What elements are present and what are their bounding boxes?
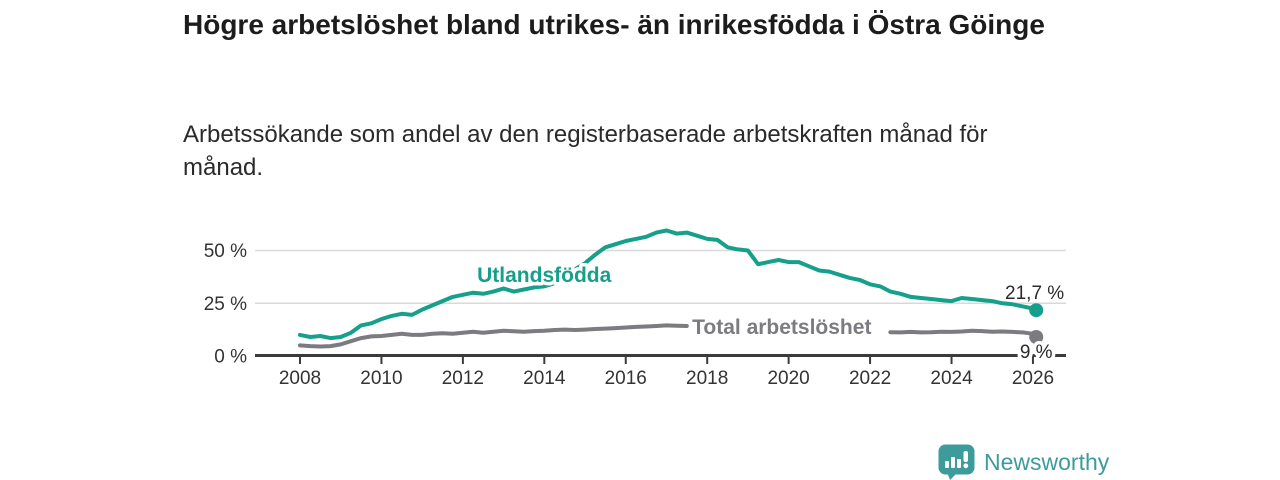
y-tick-label: 0 % <box>214 347 247 368</box>
newsworthy-brand-link[interactable]: Newsworthy <box>938 444 1109 480</box>
x-tick-label: 2020 <box>767 368 809 389</box>
x-tick-label: 2018 <box>686 368 728 389</box>
y-tick-label: 25 % <box>204 294 247 315</box>
series-end-dot-total-arbetsloshet <box>1029 330 1044 345</box>
series-line-total-arbetsloshet <box>298 323 1039 349</box>
bar-chart-speech-bubble-icon <box>938 444 975 480</box>
x-tick-label: 2026 <box>1012 368 1054 389</box>
x-tick-label: 2022 <box>849 368 891 389</box>
series-line-utlandsfodda <box>298 228 1039 341</box>
x-tick-label: 2016 <box>605 368 647 389</box>
x-tick-label: 2014 <box>523 368 566 389</box>
line-label-utlandsfodda: Utlandsfödda <box>477 264 611 287</box>
chart-subtitle: Arbetssökande som andel av den registerb… <box>183 121 988 181</box>
x-tick-label: 2024 <box>930 368 973 389</box>
x-tick-label: 2008 <box>279 368 321 389</box>
y-tick-label: 50 % <box>204 241 247 262</box>
newsworthy-brand-label: Newsworthy <box>984 448 1110 475</box>
x-tick-label: 2010 <box>360 368 402 389</box>
series-end-label-utlandsfodda: 21,7 % <box>1005 283 1064 304</box>
x-tick-label: 2012 <box>442 368 484 389</box>
chart-title: Högre arbetslöshet bland utrikes- än inr… <box>183 9 1045 40</box>
series-end-dot-utlandsfodda <box>1029 303 1044 318</box>
series-end-label-total-arbetsloshet: 9 % <box>1020 342 1053 363</box>
line-label-total-arbetsloshet: Total arbetslöshet <box>692 316 871 339</box>
